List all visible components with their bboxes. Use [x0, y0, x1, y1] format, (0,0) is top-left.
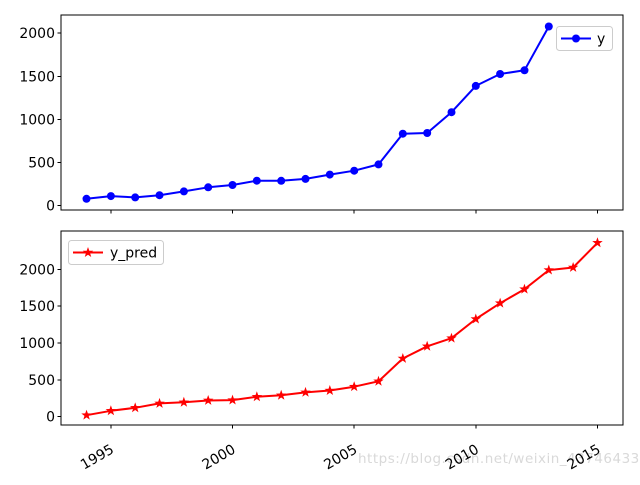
circle-marker-icon [520, 66, 529, 75]
circle-marker-icon [496, 70, 505, 78]
circle-marker-icon [572, 34, 580, 43]
legend-label-y: y [597, 32, 605, 48]
star-marker-icon [567, 261, 579, 272]
star-marker-icon [105, 405, 117, 416]
legend-box [68, 240, 164, 265]
circle-marker-icon [471, 81, 480, 90]
y-tick-label: 1500 [19, 299, 55, 315]
star-marker-icon [446, 332, 457, 343]
star-marker-icon [397, 352, 409, 363]
bottom-axes: https://blog.csdn.net/weixin_43746433 0 5… [19, 230, 640, 473]
star-marker-icon [129, 402, 141, 413]
top-axes-ticks: 0 500 1000 1500 2000 [19, 26, 598, 215]
top-axes-frame [60, 14, 624, 211]
bottom-axes-frame [60, 230, 624, 426]
circle-marker-icon [204, 183, 213, 192]
bottom-axes-ticks: 0 500 1000 1500 2000 1995 2000 2005 2010 2015 [19, 262, 603, 473]
star-marker-icon [275, 389, 287, 400]
star-marker-icon [178, 396, 190, 407]
series-line-y_pred [85, 241, 599, 417]
x-tick-label: 1995 [78, 442, 117, 474]
y-tick-label: 0 [46, 199, 55, 215]
x-tick-label: 2010 [443, 442, 482, 474]
watermark-group: https://blog.csdn.net/weixin_43746433 [358, 451, 640, 467]
star-marker-icon [519, 283, 530, 294]
y-tick-label: 2000 [19, 262, 55, 278]
star-marker-icon [227, 394, 238, 405]
circle-marker-icon [252, 176, 261, 185]
circle-marker-icon [398, 129, 407, 138]
y-tick-label: 1000 [19, 336, 55, 352]
star-marker-icon [470, 313, 482, 324]
circle-marker-icon [179, 187, 188, 196]
y-tick-label: 2000 [19, 26, 55, 42]
series-line-y [85, 25, 550, 200]
y-tick-label: 0 [46, 410, 55, 426]
watermark: https://blog.csdn.net/weixin_43746433 [358, 451, 640, 467]
star-marker-icon [202, 394, 214, 405]
star-marker-icon [251, 391, 263, 402]
circle-marker-icon [350, 166, 359, 175]
star-marker-icon [348, 381, 360, 392]
x-tick-label: 2000 [200, 442, 239, 474]
circle-marker-icon [131, 193, 140, 202]
bottom-axes-series [81, 237, 603, 420]
legend-label-y-pred: y_pred [110, 246, 157, 262]
star-marker-icon [82, 247, 94, 257]
circle-marker-icon [277, 176, 286, 185]
x-tick-label: 2015 [565, 442, 604, 474]
circle-marker-icon [301, 174, 310, 183]
circle-marker-icon [447, 108, 456, 117]
y-tick-label: 1000 [19, 112, 55, 128]
star-marker-icon [592, 237, 603, 248]
star-marker-icon [543, 264, 555, 275]
star-marker-icon [494, 297, 506, 308]
bottom-legend: y_pred [68, 240, 164, 265]
x-tick-label: 2005 [321, 442, 360, 474]
y-tick-label: 500 [28, 373, 55, 389]
star-marker-icon [324, 385, 336, 395]
circle-marker-icon [155, 191, 164, 200]
circle-marker-icon [423, 129, 432, 137]
circle-marker-icon [106, 192, 115, 201]
circle-marker-icon [82, 194, 91, 203]
star-marker-icon [154, 397, 165, 408]
star-marker-icon [373, 375, 384, 386]
y-tick-label: 500 [28, 156, 55, 172]
y-tick-label: 1500 [19, 69, 55, 85]
star-marker-icon [300, 386, 311, 397]
circle-marker-icon [325, 170, 334, 179]
star-marker-icon [421, 340, 433, 351]
circle-marker-icon [374, 160, 383, 169]
circle-marker-icon [228, 181, 237, 189]
top-legend: y [556, 26, 613, 51]
star-marker-icon [81, 409, 92, 420]
circle-marker-icon [544, 22, 553, 31]
top-axes: 0 500 1000 1500 2000 y [19, 14, 624, 215]
top-axes-series [82, 22, 553, 203]
